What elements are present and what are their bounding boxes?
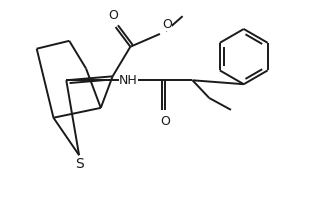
Text: O: O bbox=[109, 9, 119, 22]
Text: O: O bbox=[162, 18, 172, 31]
Text: NH: NH bbox=[119, 74, 138, 87]
Text: S: S bbox=[75, 157, 84, 171]
Text: O: O bbox=[160, 115, 170, 128]
